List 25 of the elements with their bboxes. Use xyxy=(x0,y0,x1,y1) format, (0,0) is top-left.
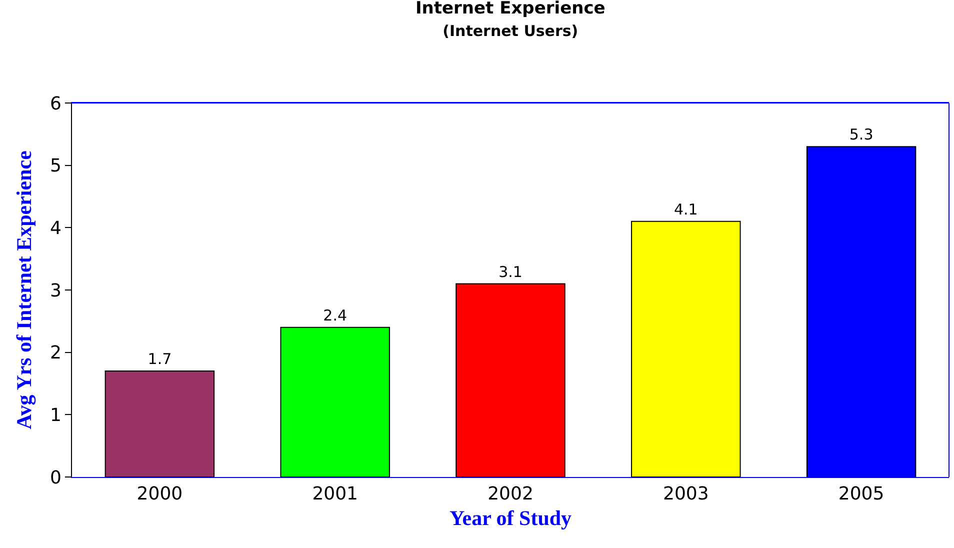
bar xyxy=(456,283,566,477)
chart-title: Internet Experience xyxy=(415,0,606,19)
bar xyxy=(104,370,215,477)
y-tick-label: 5 xyxy=(50,156,62,177)
data-label: 5.3 xyxy=(849,126,874,144)
y-axis-title: Avg Yrs of Internet Experience xyxy=(12,150,36,430)
y-tick-label: 0 xyxy=(50,467,62,488)
x-tick-label: 2001 xyxy=(312,484,358,505)
y-tick-label: 6 xyxy=(50,93,62,114)
data-label: 4.1 xyxy=(674,200,698,218)
chart-subtitle: (Internet Users) xyxy=(442,22,578,40)
y-tick-label: 1 xyxy=(50,404,62,426)
y-tick-label: 4 xyxy=(50,218,62,239)
x-tick-label: 2000 xyxy=(136,484,183,505)
x-axis-title: Year of Study xyxy=(449,506,572,530)
x-tick-label: 2003 xyxy=(662,484,709,505)
data-label: 2.4 xyxy=(323,306,348,324)
y-tick-label: 2 xyxy=(50,342,62,364)
x-tick-label: 2002 xyxy=(488,484,534,505)
x-tick-label: 2005 xyxy=(838,484,884,505)
bar xyxy=(280,326,390,477)
bar xyxy=(631,220,741,477)
data-label: 3.1 xyxy=(498,262,522,281)
y-tick-label: 3 xyxy=(50,280,62,302)
data-label: 1.7 xyxy=(148,350,172,368)
